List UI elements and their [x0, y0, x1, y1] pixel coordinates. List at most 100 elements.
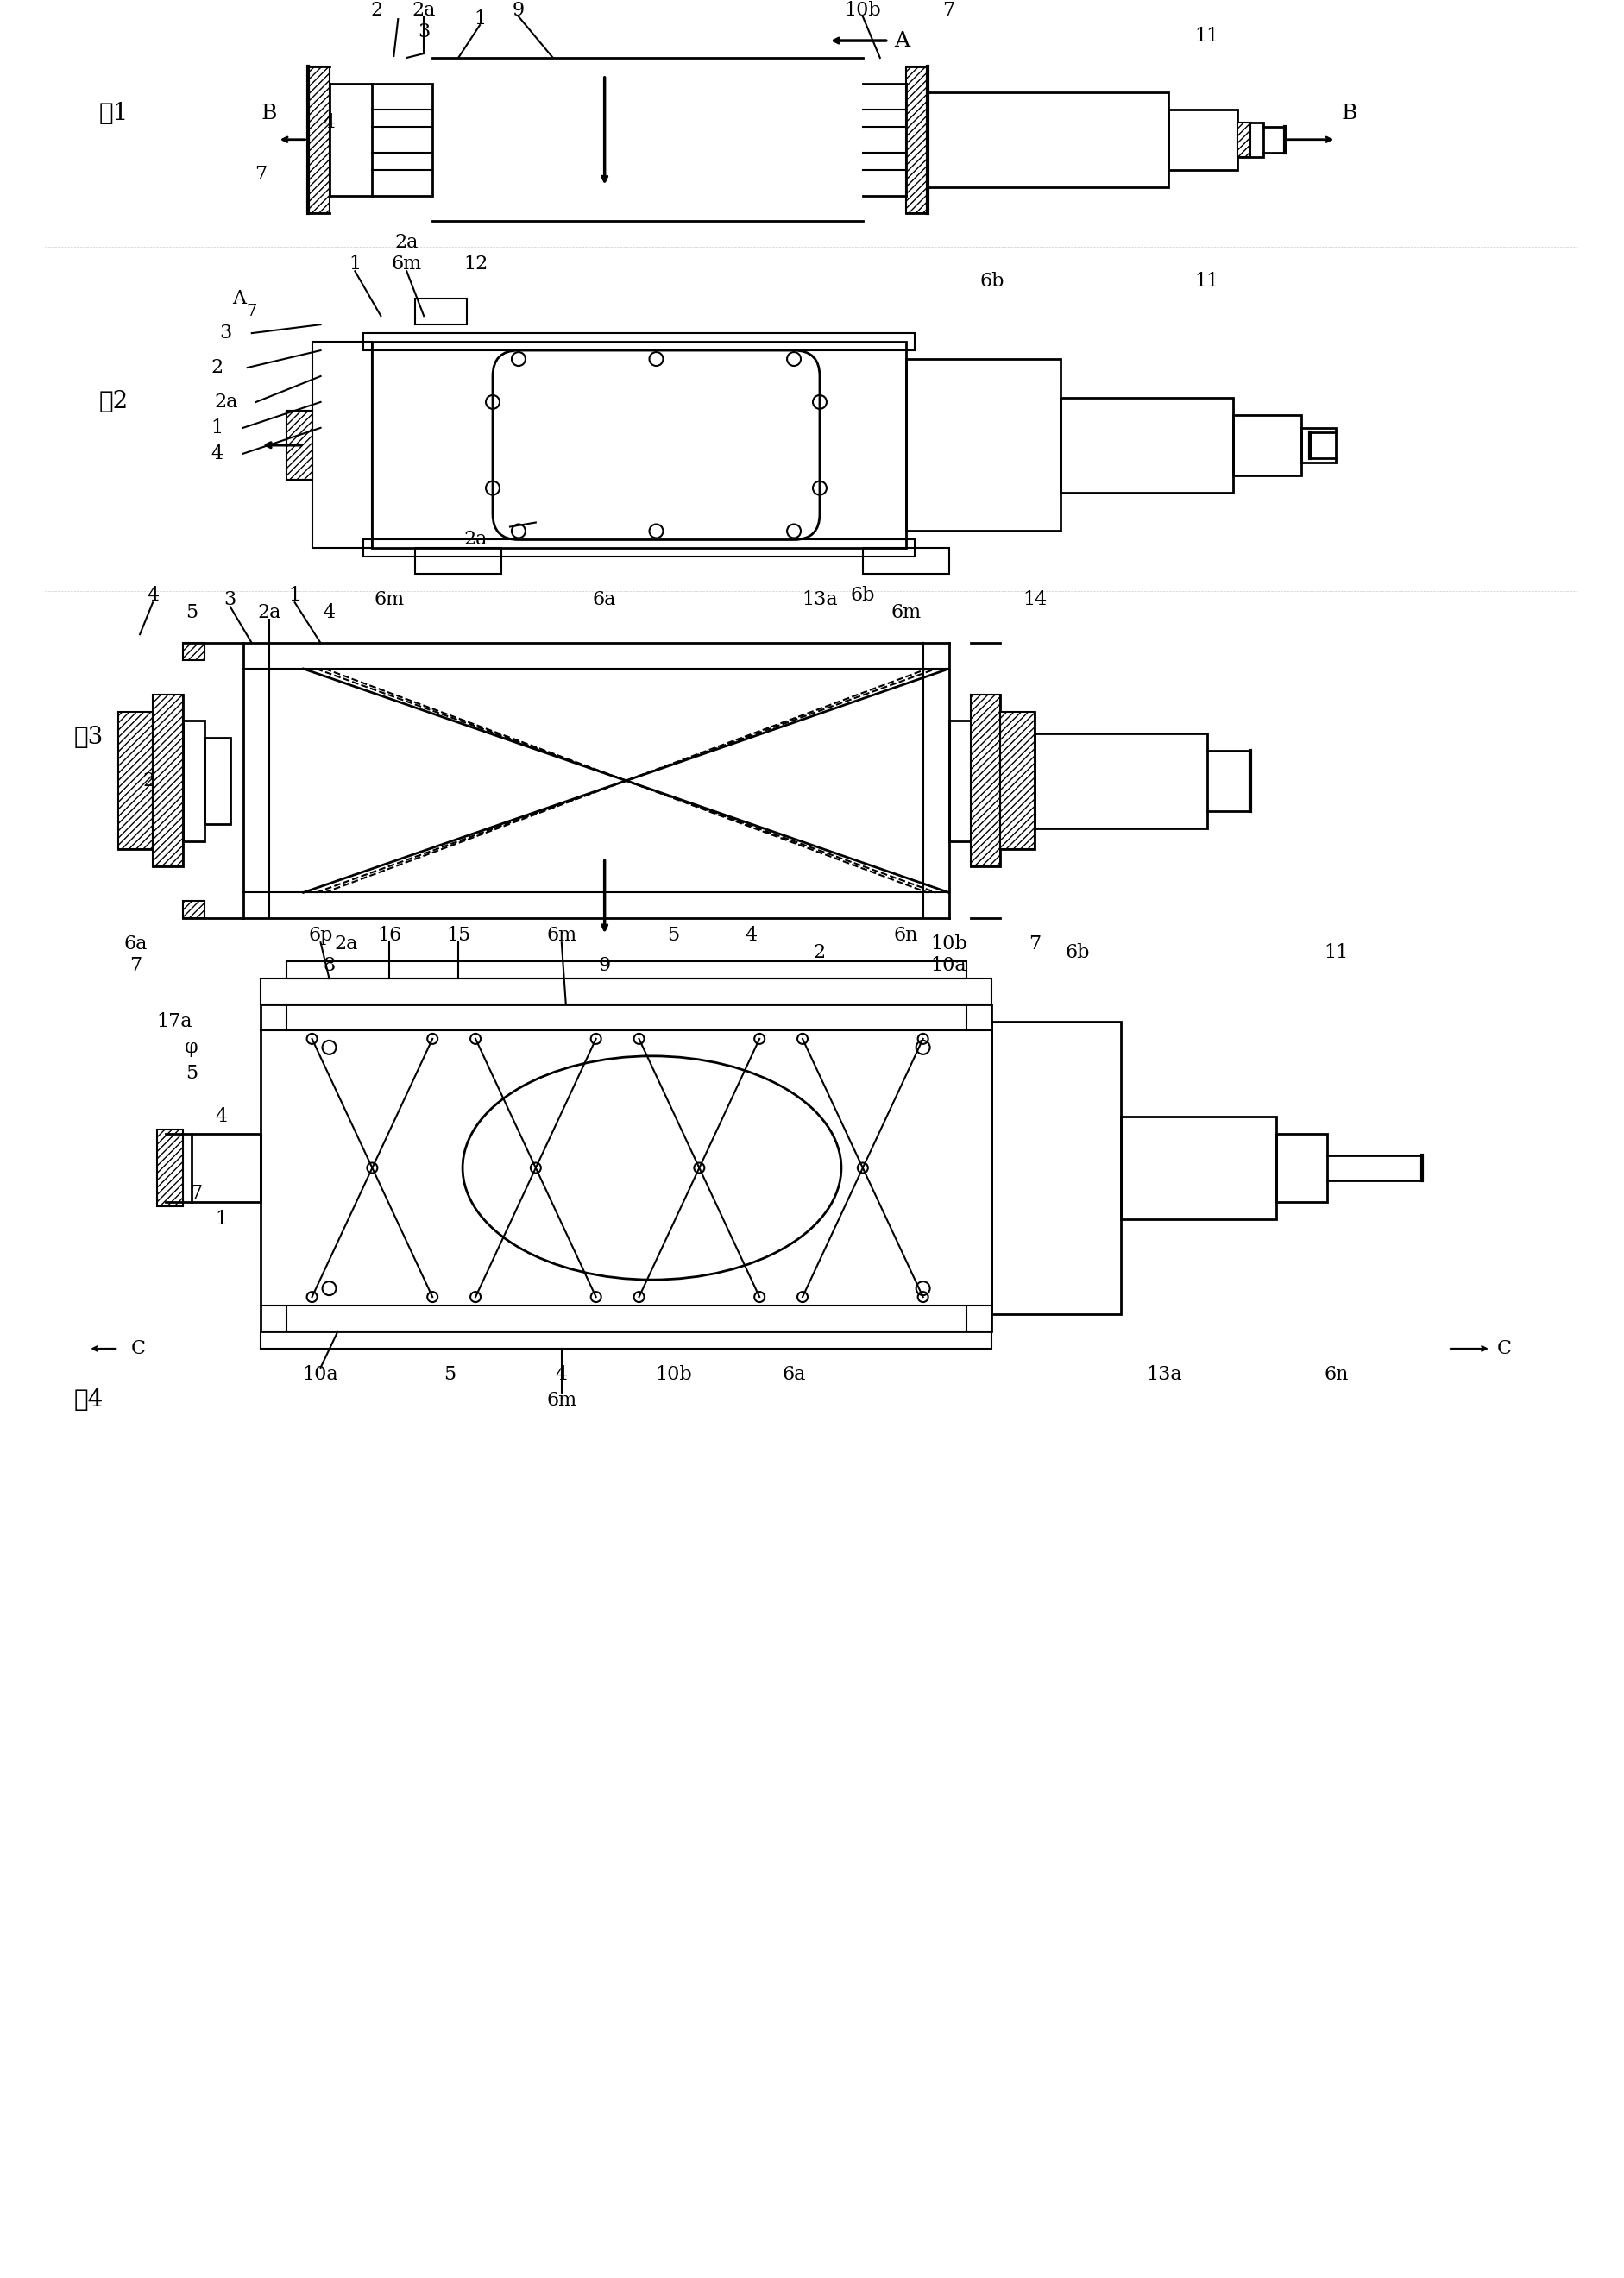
Text: 4: 4: [323, 604, 335, 622]
Text: 7: 7: [255, 164, 266, 185]
Text: 5: 5: [667, 927, 679, 945]
Bar: [992, 1021, 1121, 1314]
Bar: [119, 711, 153, 850]
Bar: [1000, 711, 1034, 850]
Text: 12: 12: [463, 255, 487, 273]
Bar: [364, 333, 914, 351]
Text: 11: 11: [1195, 27, 1220, 46]
Text: 17a: 17a: [156, 1011, 192, 1032]
Text: 2a: 2a: [257, 604, 281, 622]
Text: 2: 2: [143, 772, 154, 790]
Bar: [372, 84, 432, 196]
Text: 6n: 6n: [893, 927, 918, 945]
Bar: [260, 1330, 992, 1349]
Bar: [1060, 399, 1233, 492]
Bar: [158, 1130, 184, 1207]
Text: 5: 5: [185, 604, 198, 622]
Bar: [184, 720, 205, 841]
Text: C: C: [132, 1339, 146, 1358]
Text: C: C: [1497, 1339, 1512, 1358]
Text: 9: 9: [513, 0, 525, 21]
Text: 6m: 6m: [546, 927, 577, 945]
Bar: [184, 642, 205, 661]
Text: 5: 5: [185, 1064, 198, 1082]
Text: 4: 4: [216, 1107, 227, 1125]
Text: 图1: 图1: [99, 103, 128, 125]
Text: 3: 3: [224, 590, 237, 611]
Text: 1: 1: [289, 585, 300, 606]
Text: 图3: 图3: [73, 727, 102, 749]
Text: 6a: 6a: [593, 590, 617, 611]
Text: 10b: 10b: [654, 1365, 692, 1385]
Bar: [862, 549, 948, 574]
Bar: [184, 902, 205, 918]
Bar: [971, 695, 1000, 866]
Text: 4: 4: [745, 927, 757, 945]
Bar: [1000, 711, 1034, 850]
Bar: [927, 91, 1168, 187]
Text: 10b: 10b: [931, 934, 968, 954]
Text: 7: 7: [130, 957, 141, 975]
Text: 6m: 6m: [391, 255, 422, 273]
Bar: [1233, 415, 1302, 476]
Text: 1: 1: [216, 1210, 227, 1230]
Bar: [971, 695, 1000, 866]
Bar: [1237, 123, 1250, 157]
Text: 11: 11: [1195, 271, 1220, 292]
Text: 2a: 2a: [464, 531, 487, 549]
Bar: [286, 410, 312, 478]
Text: 10a: 10a: [302, 1365, 338, 1385]
Text: 6n: 6n: [1324, 1365, 1348, 1385]
Text: 2: 2: [211, 358, 224, 378]
Bar: [312, 342, 372, 549]
Text: 7: 7: [1028, 934, 1041, 954]
Bar: [286, 961, 966, 980]
Text: 4: 4: [323, 114, 335, 132]
Text: 2a: 2a: [214, 392, 237, 412]
Text: 1: 1: [349, 255, 361, 273]
Bar: [416, 549, 502, 574]
Text: 6b: 6b: [979, 271, 1004, 292]
Text: 3: 3: [417, 23, 430, 41]
Text: 1: 1: [211, 419, 224, 437]
Text: 图4: 图4: [73, 1390, 102, 1412]
Text: 2a: 2a: [335, 934, 359, 954]
Text: 13a: 13a: [1147, 1365, 1182, 1385]
Ellipse shape: [463, 1057, 841, 1280]
Text: 2: 2: [370, 0, 383, 21]
Bar: [948, 720, 971, 841]
Bar: [192, 1134, 260, 1203]
Text: 7: 7: [190, 1185, 201, 1203]
Text: A: A: [893, 30, 909, 50]
Text: B: B: [261, 105, 278, 123]
Bar: [906, 360, 1060, 531]
Text: 6b: 6b: [851, 585, 875, 606]
Bar: [307, 66, 330, 212]
Text: 10b: 10b: [844, 0, 882, 21]
Bar: [1276, 1134, 1327, 1203]
Bar: [416, 298, 468, 323]
Text: 2a: 2a: [412, 0, 435, 21]
Text: 6m: 6m: [546, 1392, 577, 1410]
Text: 6a: 6a: [123, 934, 148, 954]
Text: 7: 7: [247, 303, 257, 319]
Bar: [1237, 123, 1263, 157]
Text: 4: 4: [211, 444, 224, 462]
Text: 4: 4: [146, 585, 159, 606]
Bar: [260, 980, 992, 1005]
Text: 图2: 图2: [99, 390, 128, 415]
Bar: [153, 695, 184, 866]
Bar: [364, 540, 914, 556]
Text: 6p: 6p: [309, 927, 333, 945]
Text: 8: 8: [323, 957, 336, 975]
Bar: [372, 342, 906, 549]
FancyBboxPatch shape: [492, 351, 820, 540]
Text: 2a: 2a: [395, 232, 419, 253]
Text: 2: 2: [814, 943, 827, 961]
Text: 6b: 6b: [1065, 943, 1090, 961]
Bar: [119, 711, 153, 850]
Text: 11: 11: [1324, 943, 1348, 961]
Text: 3: 3: [219, 323, 232, 342]
Bar: [1034, 734, 1207, 827]
Bar: [1168, 109, 1237, 169]
